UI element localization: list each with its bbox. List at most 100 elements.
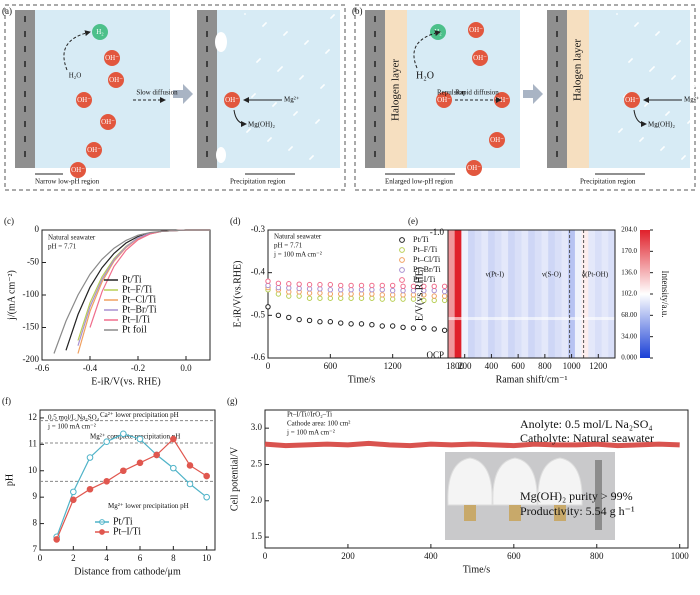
data-point [53,536,60,543]
annotation: Cathode area: 100 cm² [287,420,350,428]
x-tick-label: 0 [38,553,43,563]
y-axis-label: j/(mA cm⁻²) [6,270,17,321]
data-point [203,493,210,501]
data-point [441,283,448,290]
y-tick-label: -0.5 [251,309,266,319]
y-tick-label: 3.0 [251,422,263,432]
data-point [369,322,375,328]
precipitate-dot [676,43,678,45]
precipitate-dot [671,78,673,80]
data-point [186,480,194,488]
legend-label: Pt–F/Ti [413,245,438,254]
flask [492,457,538,506]
reaction-arrow [63,30,91,71]
precipitate-dot [616,13,618,15]
legend-marker [399,277,405,283]
annotation: Mg(OH)₂ purity > 99% [520,489,633,503]
data-point [358,287,365,293]
ion-label: OH⁻ [495,96,509,104]
precipitate-dot [309,158,311,160]
data-point [379,292,385,298]
precipitate-dot [325,52,327,54]
electrode [15,10,35,168]
ion-label: OH⁻ [71,166,85,174]
colorbar-label: Intensity/a.u. [660,271,670,318]
panel-label: (g) [227,396,238,406]
x-tick-label: 400 [485,361,499,371]
data-point [317,286,323,292]
x-tick-label: 2 [71,553,76,563]
data-point [389,323,396,329]
legend-label: Pt–I/Ti [122,314,150,325]
colorbar-tick-label: 136.0 [621,268,637,276]
data-point [296,285,302,292]
x-tick-label: 4 [104,553,109,563]
series-line [56,438,208,540]
oh-ion [466,160,482,176]
data-point [306,295,313,301]
annotation: Pt–I/Ti//IrO₂–Ti [287,411,332,419]
heat-column [461,230,469,358]
x-tick-label: 1000 [671,551,690,561]
panel-border [4,4,346,191]
electrode [365,10,385,168]
colorbar-tick-label: 170.0 [621,247,637,255]
x-axis-label: Raman shift/cm⁻¹ [496,374,568,385]
reference-label: Mg²⁺ complete precipitation pH [90,433,180,441]
ion-label: OH⁻ [469,26,483,34]
data-point [103,478,110,485]
data-point [441,327,448,333]
legend-label: Pt–Br/Ti [413,265,442,274]
product-arrow [633,109,647,127]
electrode [547,10,567,168]
heat-column [601,230,609,358]
legend-label: Pt/Ti [122,274,142,285]
precipitate-dot [299,78,301,80]
heat-column [474,230,482,358]
x-tick-label: 200 [458,361,472,371]
x-axis-label: Time/s [463,564,491,575]
data-point [358,282,365,289]
y-tick-label: 10 [28,465,38,475]
plot-frame [39,409,216,551]
annotation: j = 100 mA cm⁻² [273,251,322,259]
solution [589,10,690,168]
oh-ion [100,114,116,130]
transition-arrow [523,84,543,104]
heat-column [574,230,583,358]
legend-label: Pt–I/Ti [113,526,141,537]
ion-label: OH⁻ [101,118,115,126]
data-point [348,287,354,293]
oh-ion [624,92,640,108]
data-point [265,282,271,289]
precipitate-dot [660,149,662,151]
data-point [441,297,448,304]
precipitate-dot [697,52,699,54]
data-point [348,321,354,327]
x-tick-label: 0 [263,551,268,561]
halogen-layer [567,10,589,168]
precipitate-dot [262,25,264,27]
data-point [286,285,292,291]
water-label: H₂O [69,72,82,80]
data-point [327,281,334,288]
solution [217,10,340,168]
y-tick-label: 1.5 [251,531,263,541]
y-tick-label: -0.6 [251,352,266,362]
heat-column [514,230,522,358]
legend-marker [399,267,405,273]
data-point [338,291,344,297]
oh-ion [76,92,92,108]
data-point [379,323,385,329]
colorbar-tick-label: 204.0 [621,226,637,234]
data-point [170,464,177,472]
y-tick-label: 2.5 [251,459,263,469]
deposit [215,32,227,52]
data-point [369,295,375,301]
data-point [400,292,406,298]
data-point [421,283,427,290]
annotation: Natural seawater [274,233,322,241]
flask [447,457,493,506]
x-tick-label: 10 [202,553,212,563]
heat-column [581,230,589,358]
